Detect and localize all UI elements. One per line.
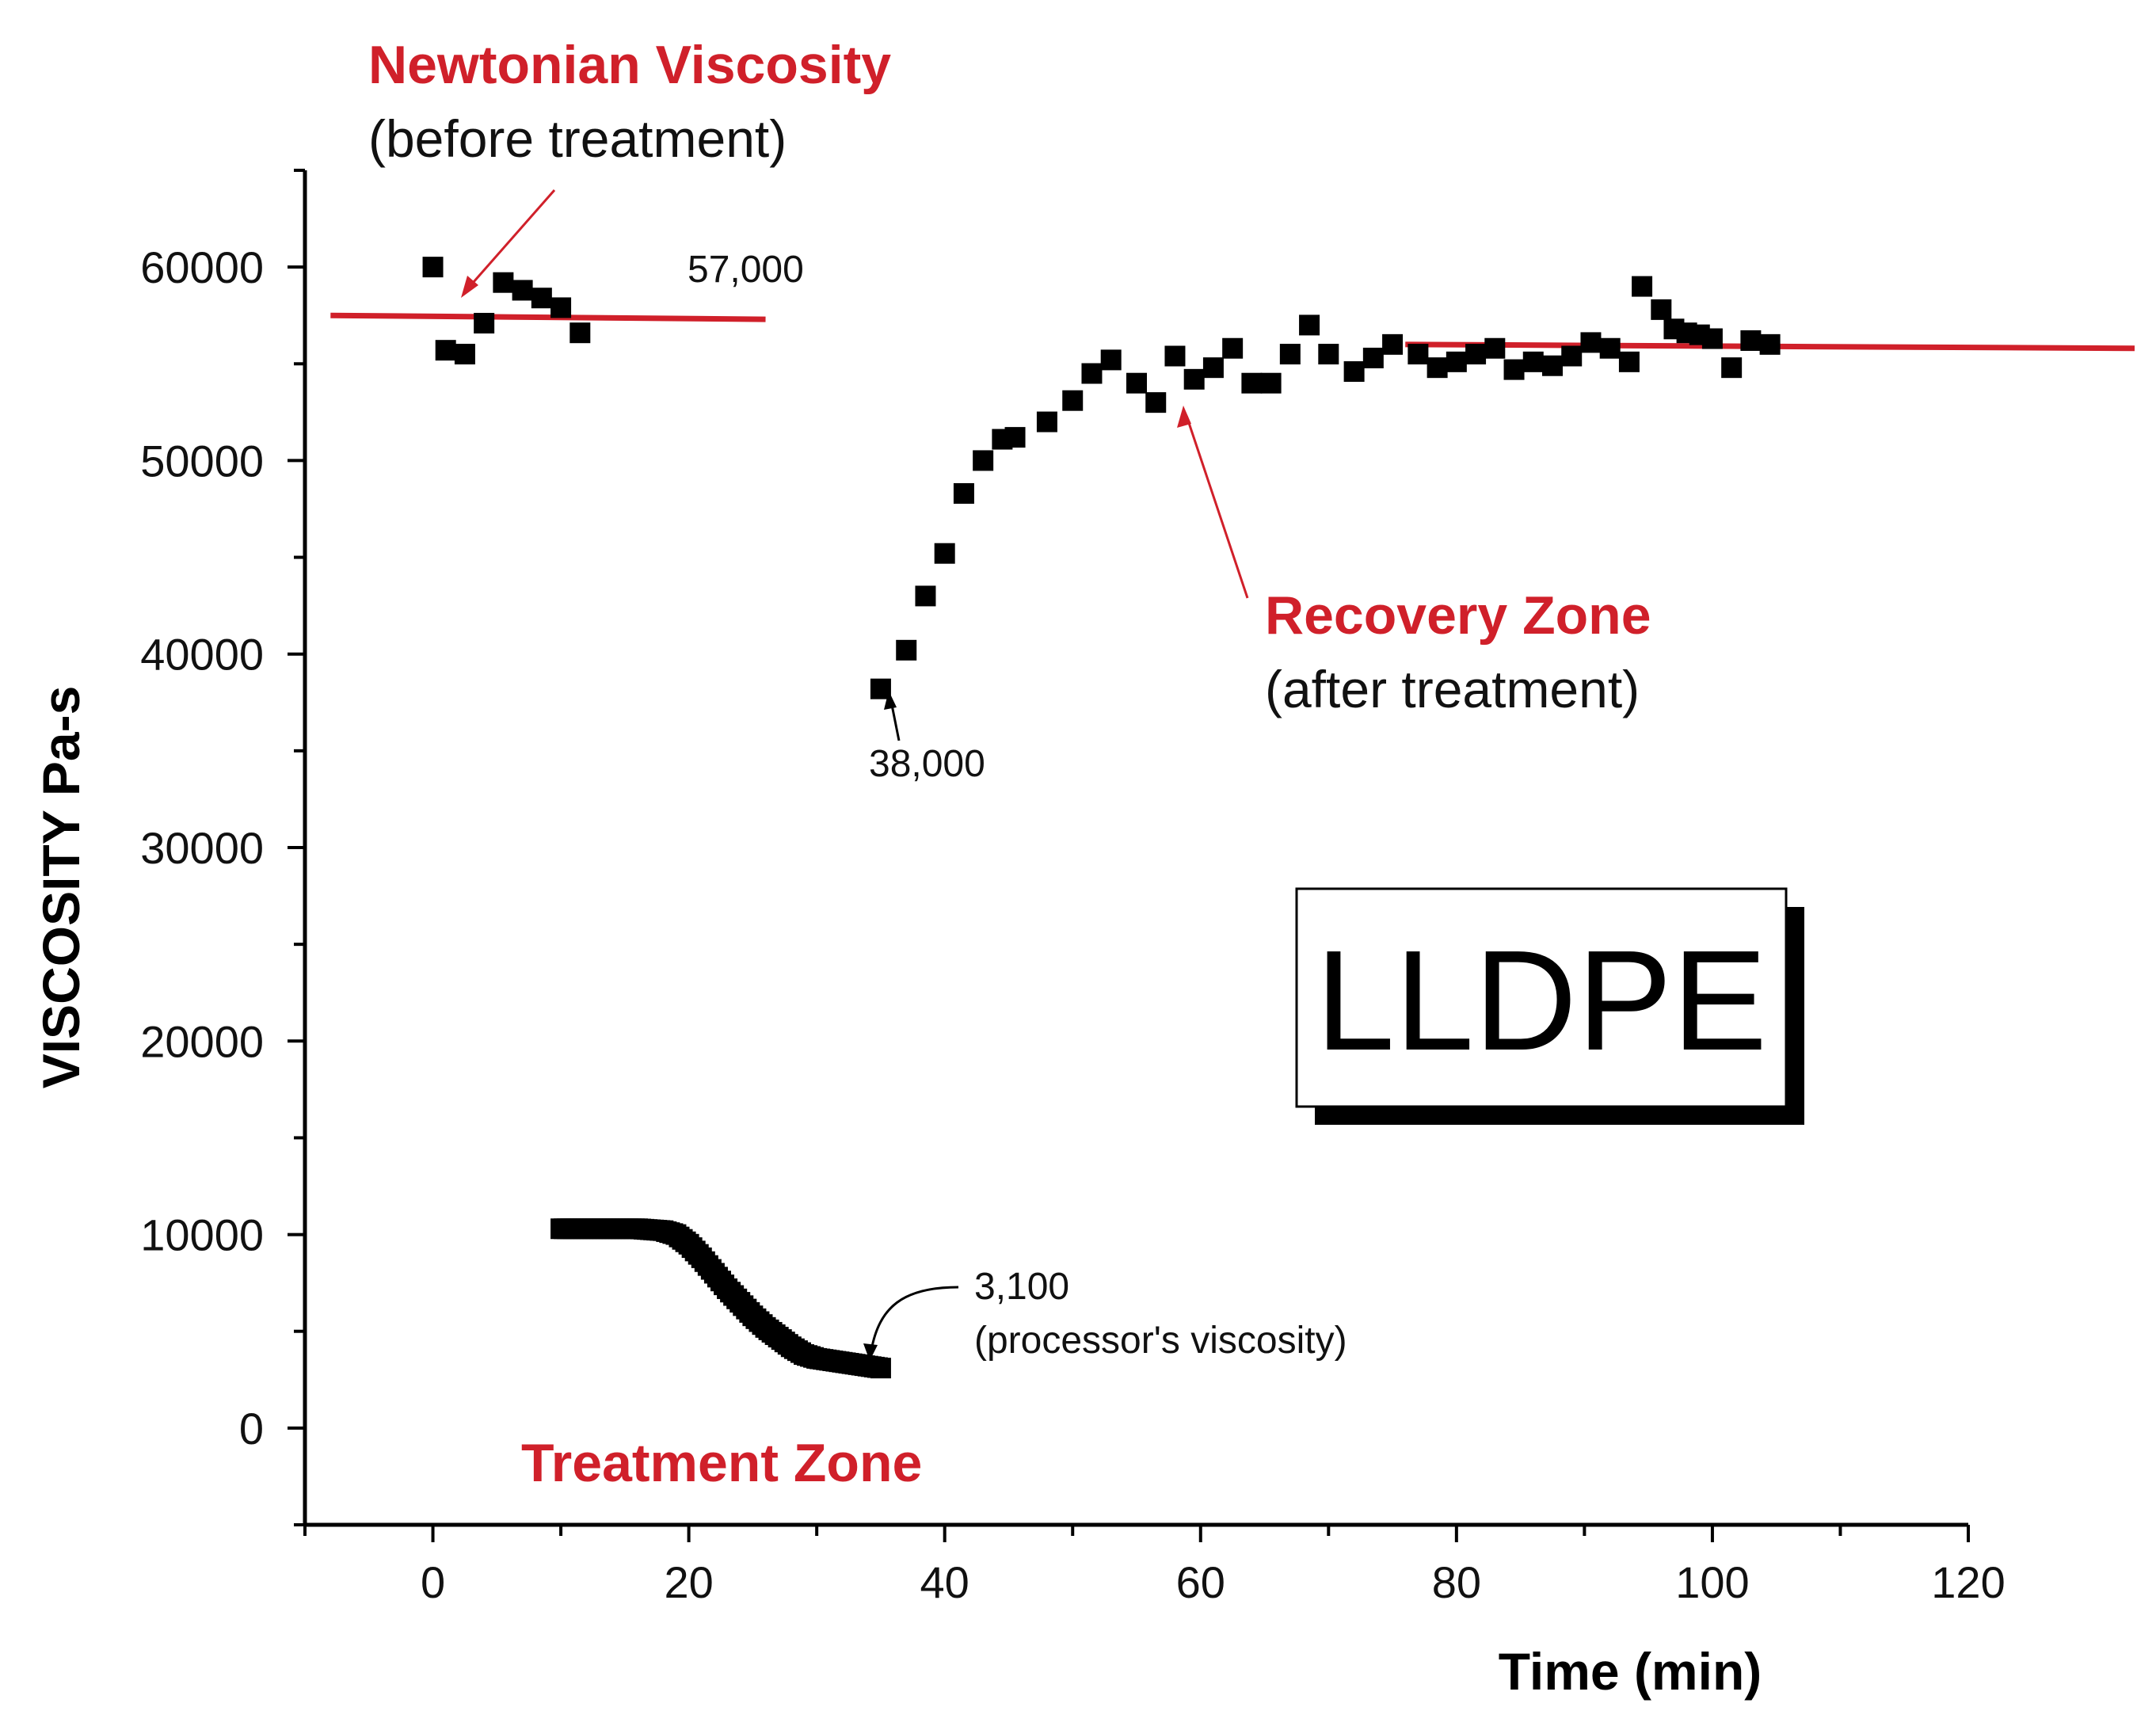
data-point (1036, 411, 1057, 432)
series-0 (422, 257, 591, 365)
data-point (422, 257, 444, 278)
material-label-frame (1295, 887, 1788, 1108)
data-point (1503, 359, 1525, 380)
data-point (1599, 337, 1621, 359)
x-tick-label: 100 (1675, 1557, 1749, 1607)
data-point (1260, 372, 1282, 394)
treatment-title: Treatment Zone (521, 1433, 922, 1493)
data-point (1427, 357, 1448, 379)
data-point (1484, 337, 1506, 359)
data-point (973, 450, 994, 471)
material-label-box: LLDPE (1295, 887, 1804, 1125)
series-2 (870, 276, 1781, 699)
data-point (1632, 276, 1653, 297)
processor-note: (processor's viscosity) (974, 1320, 1347, 1362)
data-point (953, 482, 974, 504)
data-point (1740, 330, 1762, 351)
data-point (1759, 333, 1781, 355)
data-point (1126, 372, 1147, 394)
data-point (896, 639, 917, 661)
data-point (1004, 427, 1026, 448)
recovery-subtitle: (after treatment) (1265, 660, 1640, 718)
data-point (934, 543, 955, 564)
data-point (1465, 344, 1487, 365)
data-point (1062, 390, 1084, 411)
data-point (915, 585, 936, 607)
newtonian-arrow (466, 189, 556, 290)
arrowhead-38000 (884, 691, 897, 710)
data-point (1701, 328, 1723, 349)
y-tick-label: 60000 (140, 242, 264, 292)
x-tick-label: 40 (920, 1557, 969, 1607)
data-point (1145, 392, 1167, 413)
data-point (493, 272, 514, 293)
value-57000: 57,000 (688, 249, 804, 291)
data-point (1561, 345, 1583, 367)
y-tick-label: 50000 (140, 436, 264, 486)
arrowhead-3100 (863, 1343, 878, 1361)
data-point (435, 340, 456, 361)
recovery-title: Recovery Zone (1265, 585, 1651, 646)
data-point (1618, 351, 1640, 372)
data-point (569, 322, 591, 344)
data-point (1446, 351, 1467, 372)
data-point (1580, 332, 1602, 353)
x-tick-label: 20 (664, 1557, 713, 1607)
data-point (1279, 344, 1301, 365)
y-tick-label: 20000 (140, 1016, 264, 1066)
y-tick-label: 30000 (140, 823, 264, 873)
data-markers (422, 257, 1781, 1379)
arrow-3100 (870, 1286, 959, 1351)
data-point (1222, 337, 1244, 359)
data-point (1100, 349, 1122, 371)
annotation-arrows (461, 189, 1249, 1361)
newtonian-title: Newtonian Viscosity (368, 35, 891, 95)
material-label: LLDPE (1316, 921, 1767, 1080)
y-tick-label: 10000 (140, 1210, 264, 1260)
recovery-arrow (1185, 415, 1249, 599)
data-point (1241, 372, 1263, 394)
data-point (1362, 347, 1384, 368)
data-point (1522, 351, 1544, 372)
data-point (1651, 299, 1672, 320)
data-point (1183, 368, 1205, 390)
data-point (1382, 333, 1404, 355)
data-point (474, 312, 495, 333)
x-tick-label: 80 (1432, 1557, 1481, 1607)
data-point (870, 1358, 891, 1379)
newtonian-arrowhead (461, 276, 478, 298)
x-tick-label: 120 (1931, 1557, 2005, 1607)
data-point (1164, 345, 1186, 367)
y-axis-title: VISCOSITY Pa-s (32, 686, 90, 1089)
data-point (1343, 361, 1365, 383)
data-point (1318, 344, 1339, 365)
series-1 (550, 1218, 891, 1379)
data-point (512, 280, 533, 301)
data-point (550, 297, 572, 318)
value-3100: 3,100 (974, 1266, 1069, 1308)
y-tick-label: 0 (239, 1404, 264, 1454)
data-point (1081, 363, 1103, 384)
x-tick-label: 60 (1176, 1557, 1225, 1607)
reference-line-0 (330, 312, 766, 322)
y-tick-label: 40000 (140, 630, 264, 680)
data-point (1202, 357, 1224, 379)
newtonian-subtitle: (before treatment) (368, 109, 787, 168)
x-axis-title: Time (min) (1499, 1642, 1762, 1701)
data-point (531, 288, 552, 309)
data-point (454, 344, 475, 365)
axes: 0 20 40 60 80 100 120 0 10000 20000 30000 40000 5000… (140, 169, 2006, 1607)
x-tick-label: 0 (421, 1557, 445, 1607)
value-38000: 38,000 (869, 743, 985, 785)
recovery-arrowhead (1177, 406, 1191, 428)
data-point (1299, 314, 1320, 336)
data-point (1721, 357, 1743, 379)
data-point (1407, 344, 1429, 365)
data-point (1542, 355, 1563, 376)
